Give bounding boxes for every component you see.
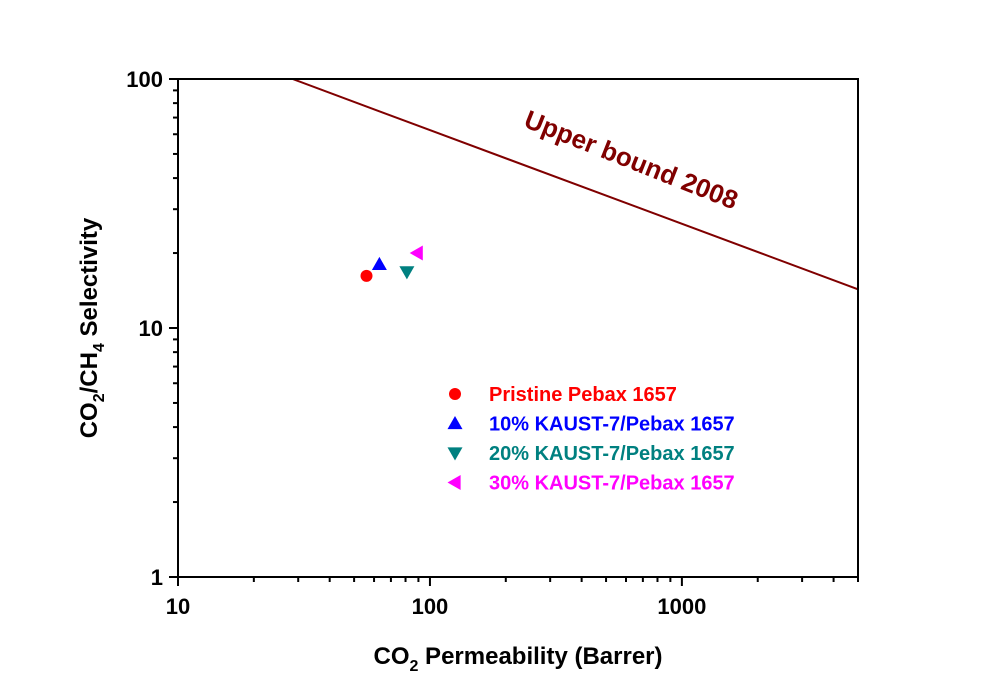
y-tick-label: 1: [151, 565, 163, 590]
y-axis-title: CO2/CH4 Selectivity: [76, 217, 108, 438]
x-tick-label: 10: [166, 594, 190, 619]
legend-label-1: Pristine Pebax 1657: [489, 384, 677, 406]
plot-area: Upper bound 2008: [292, 79, 858, 291]
x-tick-label: 1000: [657, 594, 706, 619]
data-point-series-1: [360, 269, 373, 282]
plot-frame: [177, 78, 859, 578]
legend-marker-1: [449, 388, 461, 400]
data-point-series-2: [371, 256, 387, 271]
y-tick-label: 10: [139, 316, 163, 341]
y-axis-title-subscript: 4: [91, 343, 108, 352]
legend-label-2: 10% KAUST-7/Pebax 1657: [489, 414, 735, 436]
data-point-series-4: [409, 245, 423, 261]
y-axis-title-subscript: 2: [91, 393, 108, 402]
x-tick-label: 100: [412, 594, 449, 619]
x-axis-title: CO2 Permeability (Barrer): [373, 643, 662, 675]
legend-marker-4: [447, 475, 461, 490]
x-axis-title-part: CO: [373, 643, 409, 670]
y-tick-label: 100: [126, 67, 163, 92]
upper-bound-line: [292, 79, 858, 291]
legend-label-4: 30% KAUST-7/Pebax 1657: [489, 473, 735, 495]
legend: Pristine Pebax 1657 10% KAUST-7/Pebax 165…: [447, 384, 735, 495]
y-axis-title-part: Selectivity: [76, 217, 103, 343]
legend-marker-3: [447, 447, 463, 461]
y-axis-title-part: /CH: [76, 352, 103, 393]
legend-label-3: 20% KAUST-7/Pebax 1657: [489, 443, 735, 465]
legend-marker-2: [447, 416, 463, 430]
y-axis-title-part: CO: [76, 402, 103, 438]
upper-bound-label: Upper bound 2008: [520, 104, 742, 215]
data-point-series-3: [399, 266, 415, 280]
x-axis-title-part: Permeability (Barrer): [418, 643, 662, 670]
x-axis-title-subscript: 2: [409, 658, 418, 675]
